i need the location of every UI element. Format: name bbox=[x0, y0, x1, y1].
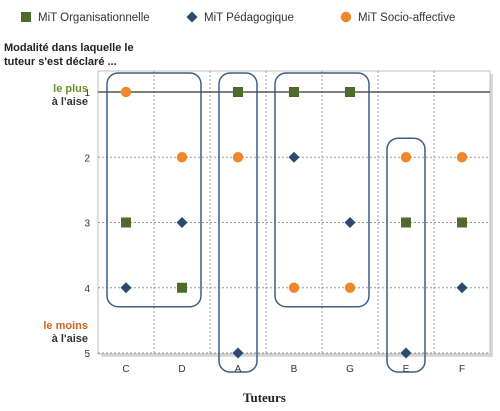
legend-label: MiT Pédagogique bbox=[204, 12, 294, 24]
most-comfortable-label: le plus à l'aise bbox=[30, 83, 88, 109]
y-axis-title-line-2: tuteur s'est déclaré ... bbox=[4, 56, 117, 68]
x-tick-label: E bbox=[403, 364, 410, 375]
legend-label: MiT Organisationnelle bbox=[38, 12, 150, 24]
point-circle-b bbox=[288, 282, 300, 293]
plot-area bbox=[97, 70, 491, 355]
x-tick-label: F bbox=[459, 364, 465, 375]
group-outline bbox=[274, 72, 370, 308]
point-diamond-a bbox=[232, 347, 244, 359]
grid bbox=[98, 71, 490, 354]
legend-item: MiT Pédagogique bbox=[186, 11, 294, 24]
point-circle-d bbox=[176, 152, 188, 163]
x-tick-label: B bbox=[291, 364, 298, 375]
point-diamond-d bbox=[176, 217, 188, 228]
x-tick-label: D bbox=[178, 364, 185, 375]
y-axis-title-line-1: Modalité dans laquelle le bbox=[4, 42, 134, 54]
point-diamond-e bbox=[400, 347, 412, 359]
point-square-c bbox=[121, 217, 131, 228]
point-circle-a bbox=[232, 152, 244, 163]
point-square-e bbox=[401, 217, 411, 228]
y-axis-title: Modalité dans laquelle le tuteur s'est d… bbox=[4, 41, 144, 69]
legend-item: MiT Organisationnelle bbox=[21, 12, 150, 24]
legend: MiT Organisationnelle MiT Pédagogique MiT … bbox=[21, 11, 455, 24]
point-square-g bbox=[345, 87, 355, 97]
point-circle-e bbox=[400, 152, 412, 163]
legend-diamond-icon bbox=[186, 11, 198, 23]
point-circle-c bbox=[120, 86, 132, 98]
legend-circle-icon bbox=[340, 11, 352, 23]
point-square-b bbox=[289, 87, 299, 97]
least-comfortable-line-1: le moins bbox=[43, 320, 88, 332]
plot-frame bbox=[97, 70, 491, 355]
y-tick-labels: 1 2 3 4 5 bbox=[84, 88, 90, 360]
point-circle-g bbox=[344, 282, 356, 293]
y-tick-label: 1 bbox=[84, 88, 90, 99]
least-comfortable-line-2: à l'aise bbox=[51, 333, 88, 345]
group-outline bbox=[218, 72, 258, 373]
point-diamond-c bbox=[120, 282, 132, 294]
data-marks bbox=[120, 86, 468, 359]
point-square-d bbox=[177, 282, 187, 293]
group-outline bbox=[106, 72, 202, 308]
group-outline bbox=[386, 137, 426, 373]
point-square-f bbox=[457, 217, 467, 228]
x-tick-label: G bbox=[346, 364, 354, 375]
point-circle-f bbox=[456, 152, 468, 163]
group-outlines bbox=[106, 72, 426, 373]
y-tick-label: 2 bbox=[84, 153, 90, 164]
most-comfortable-line-1: le plus bbox=[53, 83, 88, 95]
legend-item: MiT Socio-affective bbox=[340, 11, 455, 24]
y-tick-label: 3 bbox=[84, 219, 90, 230]
legend-label: MiT Socio-affective bbox=[358, 12, 455, 24]
point-diamond-b bbox=[288, 151, 300, 163]
point-square-a bbox=[233, 87, 243, 97]
point-diamond-g bbox=[344, 217, 356, 228]
point-diamond-f bbox=[456, 282, 468, 294]
y-tick-label: 4 bbox=[84, 284, 90, 295]
legend-square-icon bbox=[21, 12, 31, 22]
x-tick-label: A bbox=[235, 364, 242, 375]
y-tick-label: 5 bbox=[84, 349, 90, 360]
most-comfortable-line-2: à l'aise bbox=[51, 96, 88, 108]
x-axis-title: Tuteurs bbox=[243, 390, 286, 405]
least-comfortable-label: le moins à l'aise bbox=[18, 320, 88, 346]
x-tick-label: C bbox=[122, 364, 129, 375]
